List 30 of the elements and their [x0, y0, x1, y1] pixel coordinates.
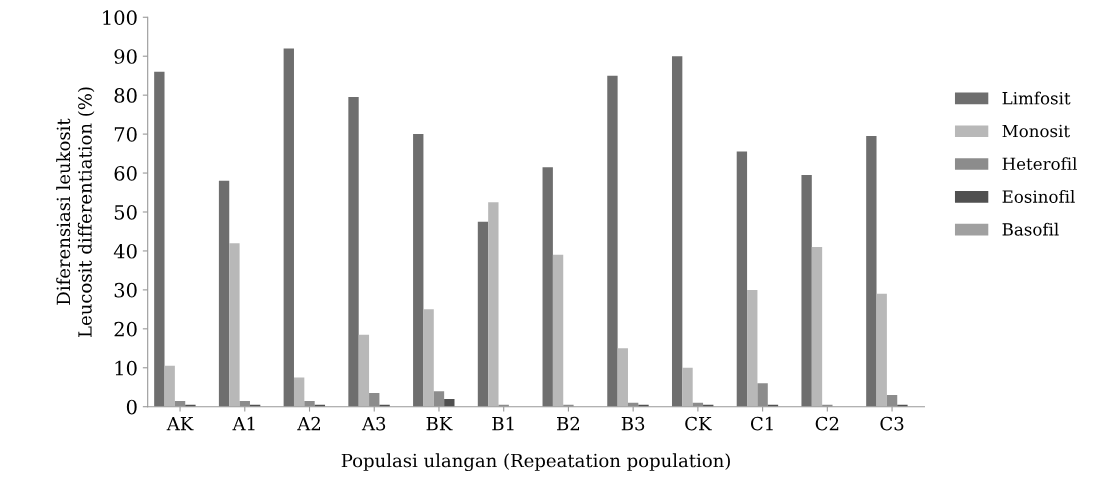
- x-tick-label: B2: [557, 416, 580, 431]
- y-tick-label: 30: [114, 282, 137, 298]
- y-tick-label: 50: [114, 204, 137, 220]
- x-tick-label: C3: [880, 416, 904, 431]
- y-tick-label: 0: [126, 399, 137, 415]
- x-tick-label: B1: [492, 416, 514, 431]
- x-axis-title: Populasi ulangan (Repeatation population): [341, 453, 730, 472]
- legend-label: Limfosit: [1002, 91, 1071, 105]
- x-tick-label: AK: [166, 417, 194, 431]
- x-tick-label: C2: [815, 416, 839, 431]
- legend-label: Monosit: [1002, 124, 1070, 138]
- legend-label: Basofil: [1002, 222, 1059, 236]
- legend-label: Heterofil: [1002, 157, 1077, 171]
- y-tick-label: 60: [114, 166, 137, 181]
- legend-label: Eosinofil: [1002, 189, 1075, 203]
- x-tick-label: C1: [750, 416, 773, 431]
- x-tick-label: A1: [232, 416, 255, 431]
- y-tick-label: 20: [114, 321, 137, 337]
- x-tick-label: A3: [361, 416, 386, 431]
- y-tick-label: 100: [103, 10, 137, 25]
- y-axis-title: Diferensiasi leukosit Leucosit differentiation (%): [56, 87, 95, 337]
- y-tick-label: 70: [114, 127, 137, 142]
- x-tick-label: A2: [297, 416, 320, 431]
- y-tick-label: 10: [115, 360, 137, 376]
- x-tick-label: B3: [621, 416, 645, 431]
- y-tick-label: 90: [114, 49, 137, 64]
- x-tick-label: CK: [685, 416, 712, 431]
- y-tick-label: 80: [114, 88, 137, 103]
- x-tick-label: BK: [426, 417, 453, 431]
- y-tick-label: 40: [113, 243, 137, 259]
